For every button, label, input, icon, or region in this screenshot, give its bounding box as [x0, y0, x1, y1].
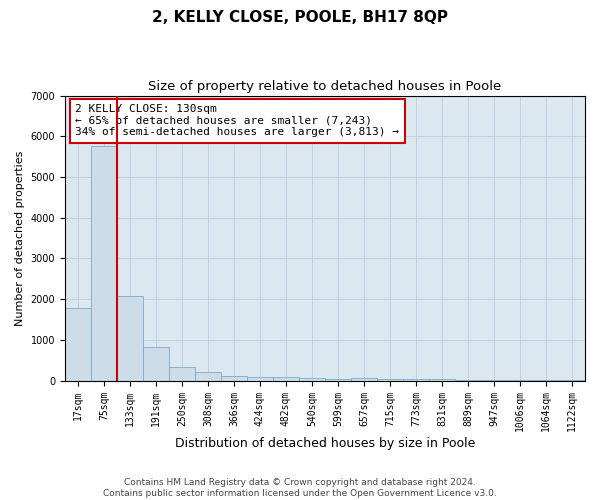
Bar [299, 378, 325, 380]
Bar [247, 376, 273, 380]
Bar [169, 367, 195, 380]
Bar [325, 379, 351, 380]
Bar [117, 296, 143, 380]
Bar [351, 378, 377, 380]
Bar [195, 372, 221, 380]
Text: 2, KELLY CLOSE, POOLE, BH17 8QP: 2, KELLY CLOSE, POOLE, BH17 8QP [152, 10, 448, 25]
Title: Size of property relative to detached houses in Poole: Size of property relative to detached ho… [148, 80, 502, 93]
X-axis label: Distribution of detached houses by size in Poole: Distribution of detached houses by size … [175, 437, 475, 450]
Bar [65, 308, 91, 380]
Bar [221, 376, 247, 380]
Text: 2 KELLY CLOSE: 130sqm
← 65% of detached houses are smaller (7,243)
34% of semi-d: 2 KELLY CLOSE: 130sqm ← 65% of detached … [76, 104, 400, 138]
Bar [143, 347, 169, 380]
Text: Contains HM Land Registry data © Crown copyright and database right 2024.
Contai: Contains HM Land Registry data © Crown c… [103, 478, 497, 498]
Bar [377, 379, 403, 380]
Bar [91, 146, 117, 380]
Bar [273, 378, 299, 380]
Bar [403, 379, 429, 380]
Y-axis label: Number of detached properties: Number of detached properties [15, 150, 25, 326]
